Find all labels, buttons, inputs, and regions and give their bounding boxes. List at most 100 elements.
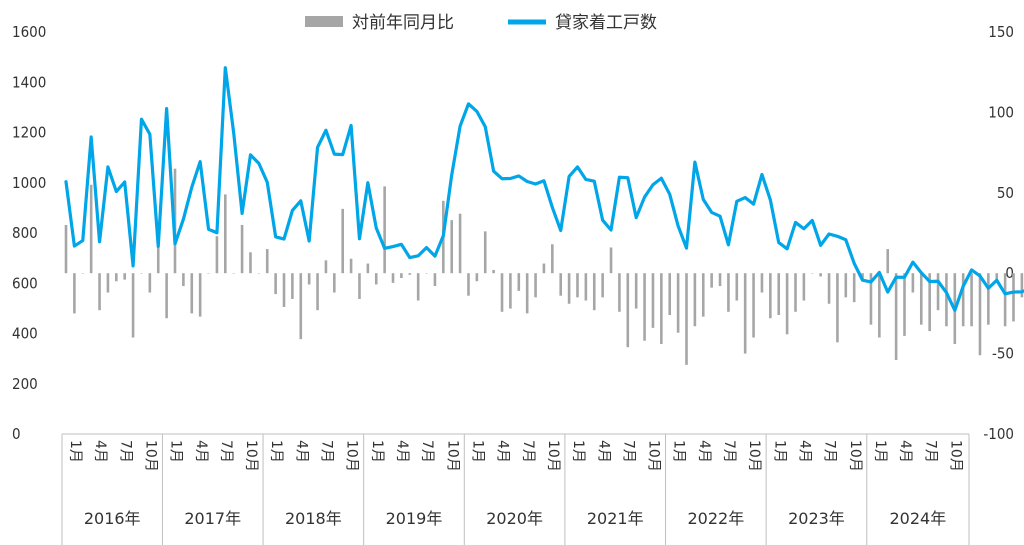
yoy-bar [936, 273, 940, 311]
yoy-bar [668, 273, 672, 316]
yoy-bar [265, 249, 269, 274]
yoy-bar [458, 213, 462, 274]
yoy-bar [115, 273, 118, 282]
yoy-bar [928, 273, 931, 332]
month-tick-label: 1月 [268, 440, 284, 463]
yoy-bar [274, 273, 277, 295]
month-tick-label: 10月 [646, 440, 662, 472]
yoy-bar [408, 273, 412, 275]
yoy-bar [869, 273, 873, 325]
month-tick-label: 4月 [193, 440, 209, 463]
yoy-bar [400, 273, 403, 279]
right-tick-label: -50 [992, 345, 1014, 363]
yoy-bar [224, 194, 227, 274]
yoy-bar [542, 263, 546, 274]
month-tick-label: 10月 [243, 440, 259, 472]
yoy-bar [333, 273, 336, 293]
yoy-bar [760, 273, 764, 293]
month-tick-label: 4月 [897, 440, 913, 463]
month-tick-label: 10月 [545, 440, 561, 472]
month-tick-label: 1月 [872, 440, 888, 463]
yoy-bar [785, 273, 789, 335]
yoy-bar [601, 273, 604, 298]
yoy-bar [836, 273, 839, 343]
yoy-bar [945, 273, 948, 327]
yoy-bar [685, 273, 688, 365]
year-label: 2023年 [788, 509, 845, 528]
year-label: 2017年 [184, 509, 241, 528]
yoy-bar [198, 273, 202, 317]
yoy-bar [609, 247, 613, 274]
month-tick-label: 10月 [344, 440, 360, 472]
month-tick-label: 10月 [847, 440, 863, 472]
yoy-bar [987, 273, 990, 325]
yoy-bar [131, 273, 135, 338]
yoy-bar [282, 273, 286, 307]
yoy-bar [634, 273, 638, 309]
yoy-bar [467, 273, 470, 296]
yoy-bar [1020, 273, 1024, 298]
yoy-bar [743, 273, 747, 354]
yoy-bar [165, 273, 168, 319]
starts-line-path [64, 66, 1024, 312]
right-tick-label: 0 [1005, 264, 1014, 282]
yoy-bar [618, 273, 621, 312]
legend-label-yoy: 対前年同月比 [352, 13, 454, 33]
yoy-bar [182, 273, 185, 287]
yoy-bar [919, 273, 923, 325]
left-tick-label: 0 [12, 425, 21, 443]
yoy-bar [291, 273, 294, 299]
yoy-bar [961, 273, 965, 327]
year-label: 2018年 [285, 509, 342, 528]
yoy-bar [534, 273, 537, 298]
yoy-bar [626, 273, 630, 348]
month-tick-label: 10月 [444, 440, 460, 472]
yoy-bar [567, 273, 571, 304]
yoy-bars [64, 168, 1024, 365]
year-label: 2022年 [687, 509, 744, 528]
right-tick-label: -100 [983, 425, 1014, 443]
yoy-bar [1003, 273, 1007, 327]
yoy-bar [676, 273, 680, 333]
yoy-bar [886, 249, 890, 274]
yoy-bar [576, 273, 579, 298]
yoy-bar [299, 273, 303, 340]
year-label: 2024年 [890, 509, 947, 528]
right-tick-label: 150 [988, 23, 1014, 41]
yoy-bar [475, 273, 479, 282]
yoy-bar [500, 273, 504, 312]
yoy-bar [316, 273, 319, 311]
yoy-bar [794, 273, 797, 312]
yoy-bar [819, 273, 822, 277]
yoy-bar [718, 273, 722, 287]
yoy-bar [433, 273, 437, 287]
yoy-bar [559, 273, 563, 296]
yoy-bar [64, 224, 68, 274]
yoy-bar [995, 273, 999, 280]
month-tick-label: 7月 [218, 440, 234, 463]
year-label: 2021年 [587, 509, 644, 528]
month-tick-label: 7月 [520, 440, 536, 463]
yoy-bar [710, 273, 713, 288]
yoy-bar [584, 273, 588, 301]
yoy-bar [307, 273, 311, 285]
yoy-bar [752, 273, 755, 338]
month-tick-label: 4月 [394, 440, 410, 463]
yoy-bar [106, 273, 110, 293]
left-axis: 0 200 400 600 800 1000 1200 1400 1600 [12, 23, 46, 443]
right-tick-label: 100 [988, 103, 1014, 121]
left-tick-label: 800 [12, 224, 38, 242]
yoy-bar [525, 273, 529, 314]
month-tick-label: 4月 [595, 440, 611, 463]
yoy-bar [450, 220, 454, 274]
month-tick-label: 1月 [168, 440, 184, 463]
yoy-bar [391, 273, 395, 283]
legend-swatch-yoy [305, 16, 343, 27]
yoy-bar [148, 273, 152, 293]
yoy-bar [517, 273, 521, 291]
month-tick-label: 7月 [419, 440, 435, 463]
month-tick-label: 7月 [319, 440, 335, 463]
yoy-bar [249, 252, 252, 274]
yoy-bar [341, 208, 344, 274]
yoy-bar [592, 273, 596, 311]
